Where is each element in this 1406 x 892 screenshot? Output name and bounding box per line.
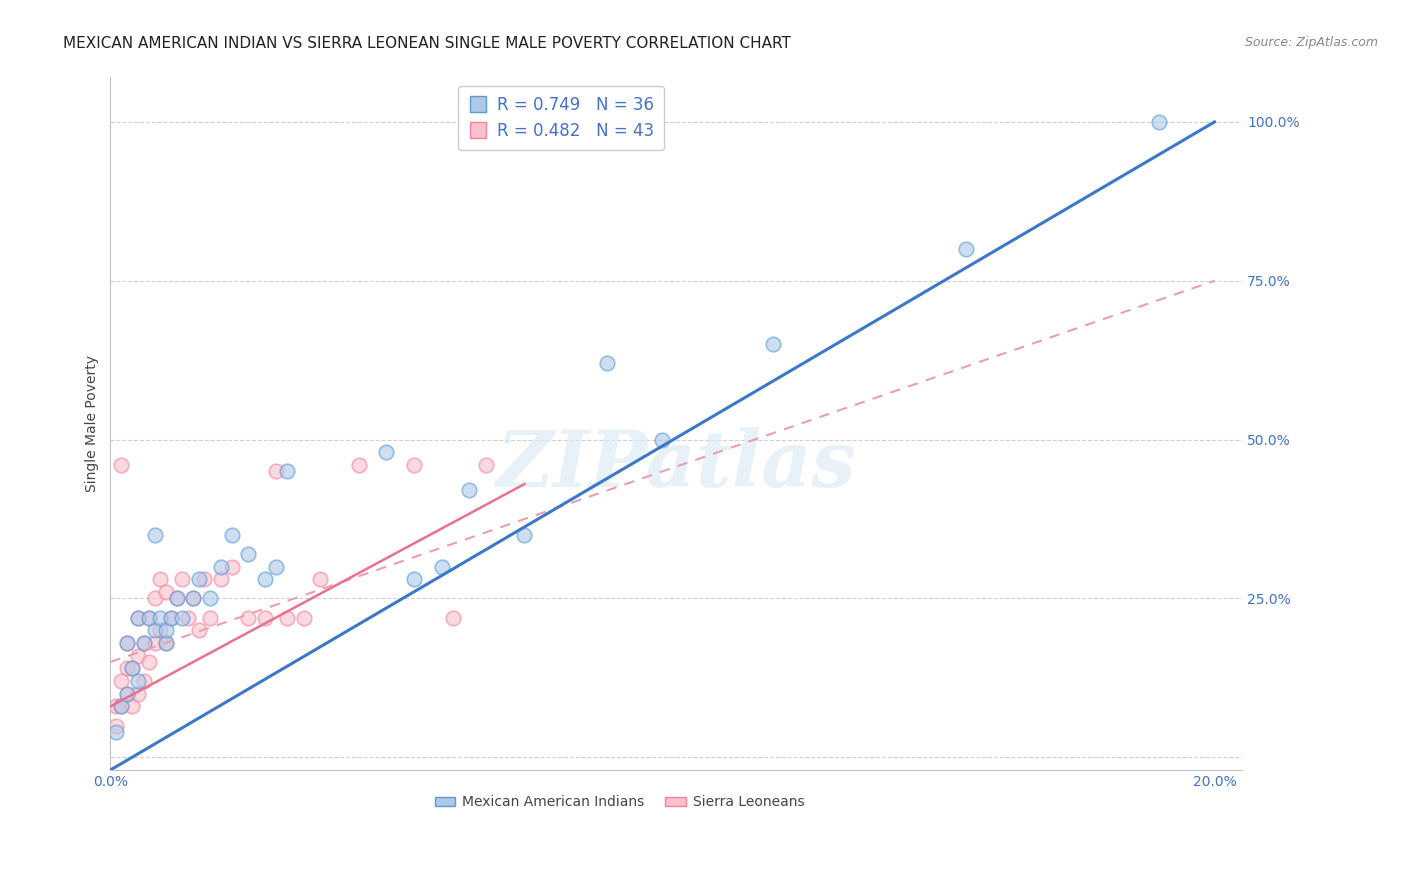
Point bbox=[651, 433, 673, 447]
Point bbox=[221, 559, 243, 574]
Point bbox=[160, 610, 183, 624]
Point bbox=[121, 699, 143, 714]
Point bbox=[121, 661, 143, 675]
Point bbox=[115, 687, 138, 701]
Point bbox=[138, 655, 160, 669]
Point bbox=[198, 610, 221, 624]
Point bbox=[276, 464, 298, 478]
Point bbox=[166, 591, 188, 606]
Point bbox=[155, 636, 177, 650]
Point bbox=[127, 673, 149, 688]
Point bbox=[292, 610, 315, 624]
Point bbox=[143, 528, 166, 542]
Point bbox=[110, 458, 132, 472]
Point bbox=[143, 591, 166, 606]
Point bbox=[115, 636, 138, 650]
Point bbox=[187, 573, 209, 587]
Point bbox=[149, 624, 172, 638]
Point bbox=[166, 591, 188, 606]
Point bbox=[762, 337, 785, 351]
Point bbox=[209, 573, 232, 587]
Point bbox=[104, 718, 127, 732]
Point bbox=[110, 699, 132, 714]
Point bbox=[253, 573, 276, 587]
Point bbox=[110, 699, 132, 714]
Point bbox=[347, 458, 370, 472]
Point bbox=[155, 636, 177, 650]
Point bbox=[149, 573, 172, 587]
Text: ZIPatlas: ZIPatlas bbox=[496, 427, 856, 503]
Point bbox=[458, 483, 481, 498]
Point bbox=[955, 242, 977, 256]
Point bbox=[475, 458, 498, 472]
Point bbox=[155, 585, 177, 599]
Point bbox=[264, 559, 287, 574]
Point bbox=[276, 610, 298, 624]
Point bbox=[238, 610, 260, 624]
Point bbox=[253, 610, 276, 624]
Point bbox=[172, 610, 194, 624]
Point bbox=[402, 573, 425, 587]
Point bbox=[121, 661, 143, 675]
Point bbox=[181, 591, 204, 606]
Point bbox=[264, 464, 287, 478]
Point bbox=[198, 591, 221, 606]
Point bbox=[193, 573, 215, 587]
Point bbox=[138, 610, 160, 624]
Point bbox=[596, 356, 619, 370]
Point bbox=[132, 673, 155, 688]
Point bbox=[149, 610, 172, 624]
Point bbox=[155, 624, 177, 638]
Y-axis label: Single Male Poverty: Single Male Poverty bbox=[86, 355, 100, 492]
Point bbox=[104, 724, 127, 739]
Point bbox=[172, 573, 194, 587]
Point bbox=[238, 547, 260, 561]
Point bbox=[402, 458, 425, 472]
Point bbox=[430, 559, 453, 574]
Point bbox=[115, 687, 138, 701]
Point bbox=[209, 559, 232, 574]
Point bbox=[132, 636, 155, 650]
Point bbox=[176, 610, 198, 624]
Point bbox=[513, 528, 536, 542]
Point bbox=[143, 636, 166, 650]
Point bbox=[127, 610, 149, 624]
Point bbox=[110, 673, 132, 688]
Point bbox=[132, 636, 155, 650]
Point bbox=[181, 591, 204, 606]
Point bbox=[104, 699, 127, 714]
Point bbox=[127, 610, 149, 624]
Legend: Mexican American Indians, Sierra Leoneans: Mexican American Indians, Sierra Leonean… bbox=[429, 790, 810, 815]
Point bbox=[115, 636, 138, 650]
Point bbox=[441, 610, 464, 624]
Point bbox=[187, 624, 209, 638]
Text: Source: ZipAtlas.com: Source: ZipAtlas.com bbox=[1244, 36, 1378, 49]
Point bbox=[221, 528, 243, 542]
Point bbox=[309, 573, 332, 587]
Point bbox=[143, 624, 166, 638]
Point bbox=[138, 610, 160, 624]
Point bbox=[115, 661, 138, 675]
Point bbox=[375, 445, 398, 459]
Point bbox=[1149, 115, 1171, 129]
Text: MEXICAN AMERICAN INDIAN VS SIERRA LEONEAN SINGLE MALE POVERTY CORRELATION CHART: MEXICAN AMERICAN INDIAN VS SIERRA LEONEA… bbox=[63, 36, 792, 51]
Point bbox=[127, 648, 149, 663]
Point bbox=[160, 610, 183, 624]
Point bbox=[127, 687, 149, 701]
